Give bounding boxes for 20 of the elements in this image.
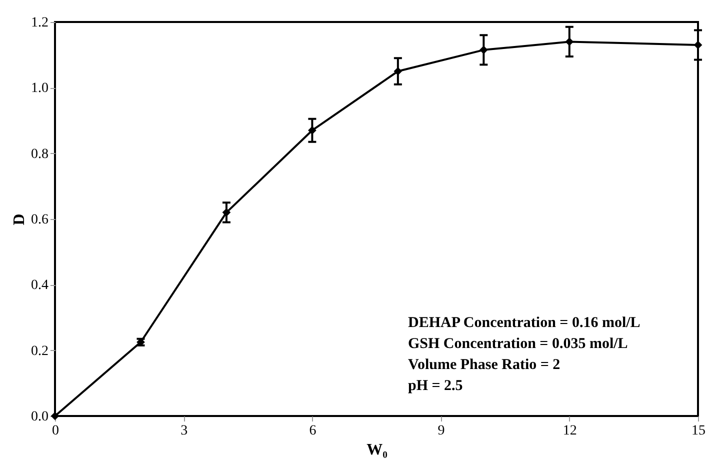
annotation: DEHAP Concentration = 0.16 mol/L: [408, 315, 640, 331]
y-tick-label: 0.0: [31, 410, 48, 424]
y-tick-label: 0.4: [31, 278, 48, 294]
x-tick-label: 15: [692, 424, 706, 438]
y-tick-label: 0.2: [31, 344, 48, 359]
x-tick-label: 12: [562, 424, 577, 438]
annotation: Volume Phase Ratio = 2: [408, 357, 560, 373]
annotation: pH = 2.5: [408, 378, 463, 394]
x-tick-label: 3: [180, 424, 188, 438]
y-tick-label: 1.0: [31, 81, 48, 96]
y-axis-title: D: [11, 214, 28, 226]
y-tick-label: 1.2: [31, 16, 48, 30]
annotation: GSH Concentration = 0.035 mol/L: [408, 336, 628, 352]
x-tick-label: 9: [438, 424, 445, 438]
x-axis-title: W₀: [366, 442, 388, 458]
point: [50, 412, 60, 420]
y-tick-label: 0.8: [31, 146, 48, 162]
x-tick-label: 0: [52, 424, 59, 438]
y-tick-label: 0.6: [31, 212, 48, 228]
x-tick-label: 6: [309, 424, 316, 438]
